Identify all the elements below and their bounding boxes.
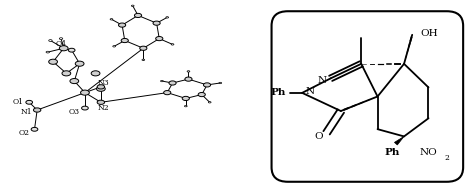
Ellipse shape — [110, 19, 113, 20]
Text: O2: O2 — [18, 129, 29, 137]
Ellipse shape — [68, 48, 75, 52]
Ellipse shape — [46, 51, 49, 53]
Ellipse shape — [75, 61, 84, 66]
Ellipse shape — [59, 38, 63, 40]
Text: O1: O1 — [13, 98, 24, 106]
Ellipse shape — [34, 108, 41, 112]
Ellipse shape — [169, 81, 176, 85]
Text: OH: OH — [420, 29, 438, 37]
Text: O: O — [314, 132, 323, 141]
Text: O3: O3 — [69, 108, 80, 116]
Ellipse shape — [81, 90, 89, 95]
Ellipse shape — [164, 91, 171, 95]
Ellipse shape — [203, 83, 210, 87]
Text: N2: N2 — [98, 104, 109, 112]
Ellipse shape — [198, 92, 205, 97]
Ellipse shape — [97, 85, 105, 89]
Ellipse shape — [131, 5, 134, 7]
Ellipse shape — [185, 77, 192, 81]
Ellipse shape — [82, 106, 88, 110]
Ellipse shape — [49, 59, 57, 64]
FancyBboxPatch shape — [272, 11, 463, 182]
Text: O4: O4 — [55, 40, 66, 48]
Ellipse shape — [31, 127, 38, 131]
Text: Ph: Ph — [270, 88, 285, 97]
Text: 2: 2 — [445, 154, 449, 162]
Ellipse shape — [187, 71, 190, 72]
Ellipse shape — [184, 105, 187, 107]
Text: N3: N3 — [98, 79, 109, 87]
Ellipse shape — [91, 71, 100, 76]
Ellipse shape — [59, 46, 68, 51]
Ellipse shape — [135, 13, 142, 18]
Ellipse shape — [121, 38, 128, 43]
Polygon shape — [394, 136, 404, 145]
Ellipse shape — [142, 59, 145, 61]
Text: N: N — [306, 86, 315, 96]
Ellipse shape — [171, 44, 174, 45]
Ellipse shape — [219, 82, 222, 84]
Text: Ph: Ph — [384, 148, 400, 157]
Ellipse shape — [182, 96, 190, 101]
Ellipse shape — [62, 71, 71, 76]
Ellipse shape — [140, 46, 147, 50]
Ellipse shape — [153, 21, 160, 25]
Ellipse shape — [166, 17, 169, 18]
Ellipse shape — [155, 36, 163, 41]
Ellipse shape — [118, 23, 126, 27]
Ellipse shape — [49, 40, 52, 41]
Ellipse shape — [113, 46, 116, 47]
Ellipse shape — [208, 102, 211, 103]
Ellipse shape — [97, 86, 105, 91]
Ellipse shape — [26, 100, 33, 104]
Text: N: N — [318, 76, 327, 85]
Ellipse shape — [97, 100, 105, 104]
Ellipse shape — [161, 80, 164, 82]
Text: NO: NO — [419, 148, 438, 157]
Ellipse shape — [70, 79, 79, 84]
Text: N1: N1 — [21, 108, 32, 116]
